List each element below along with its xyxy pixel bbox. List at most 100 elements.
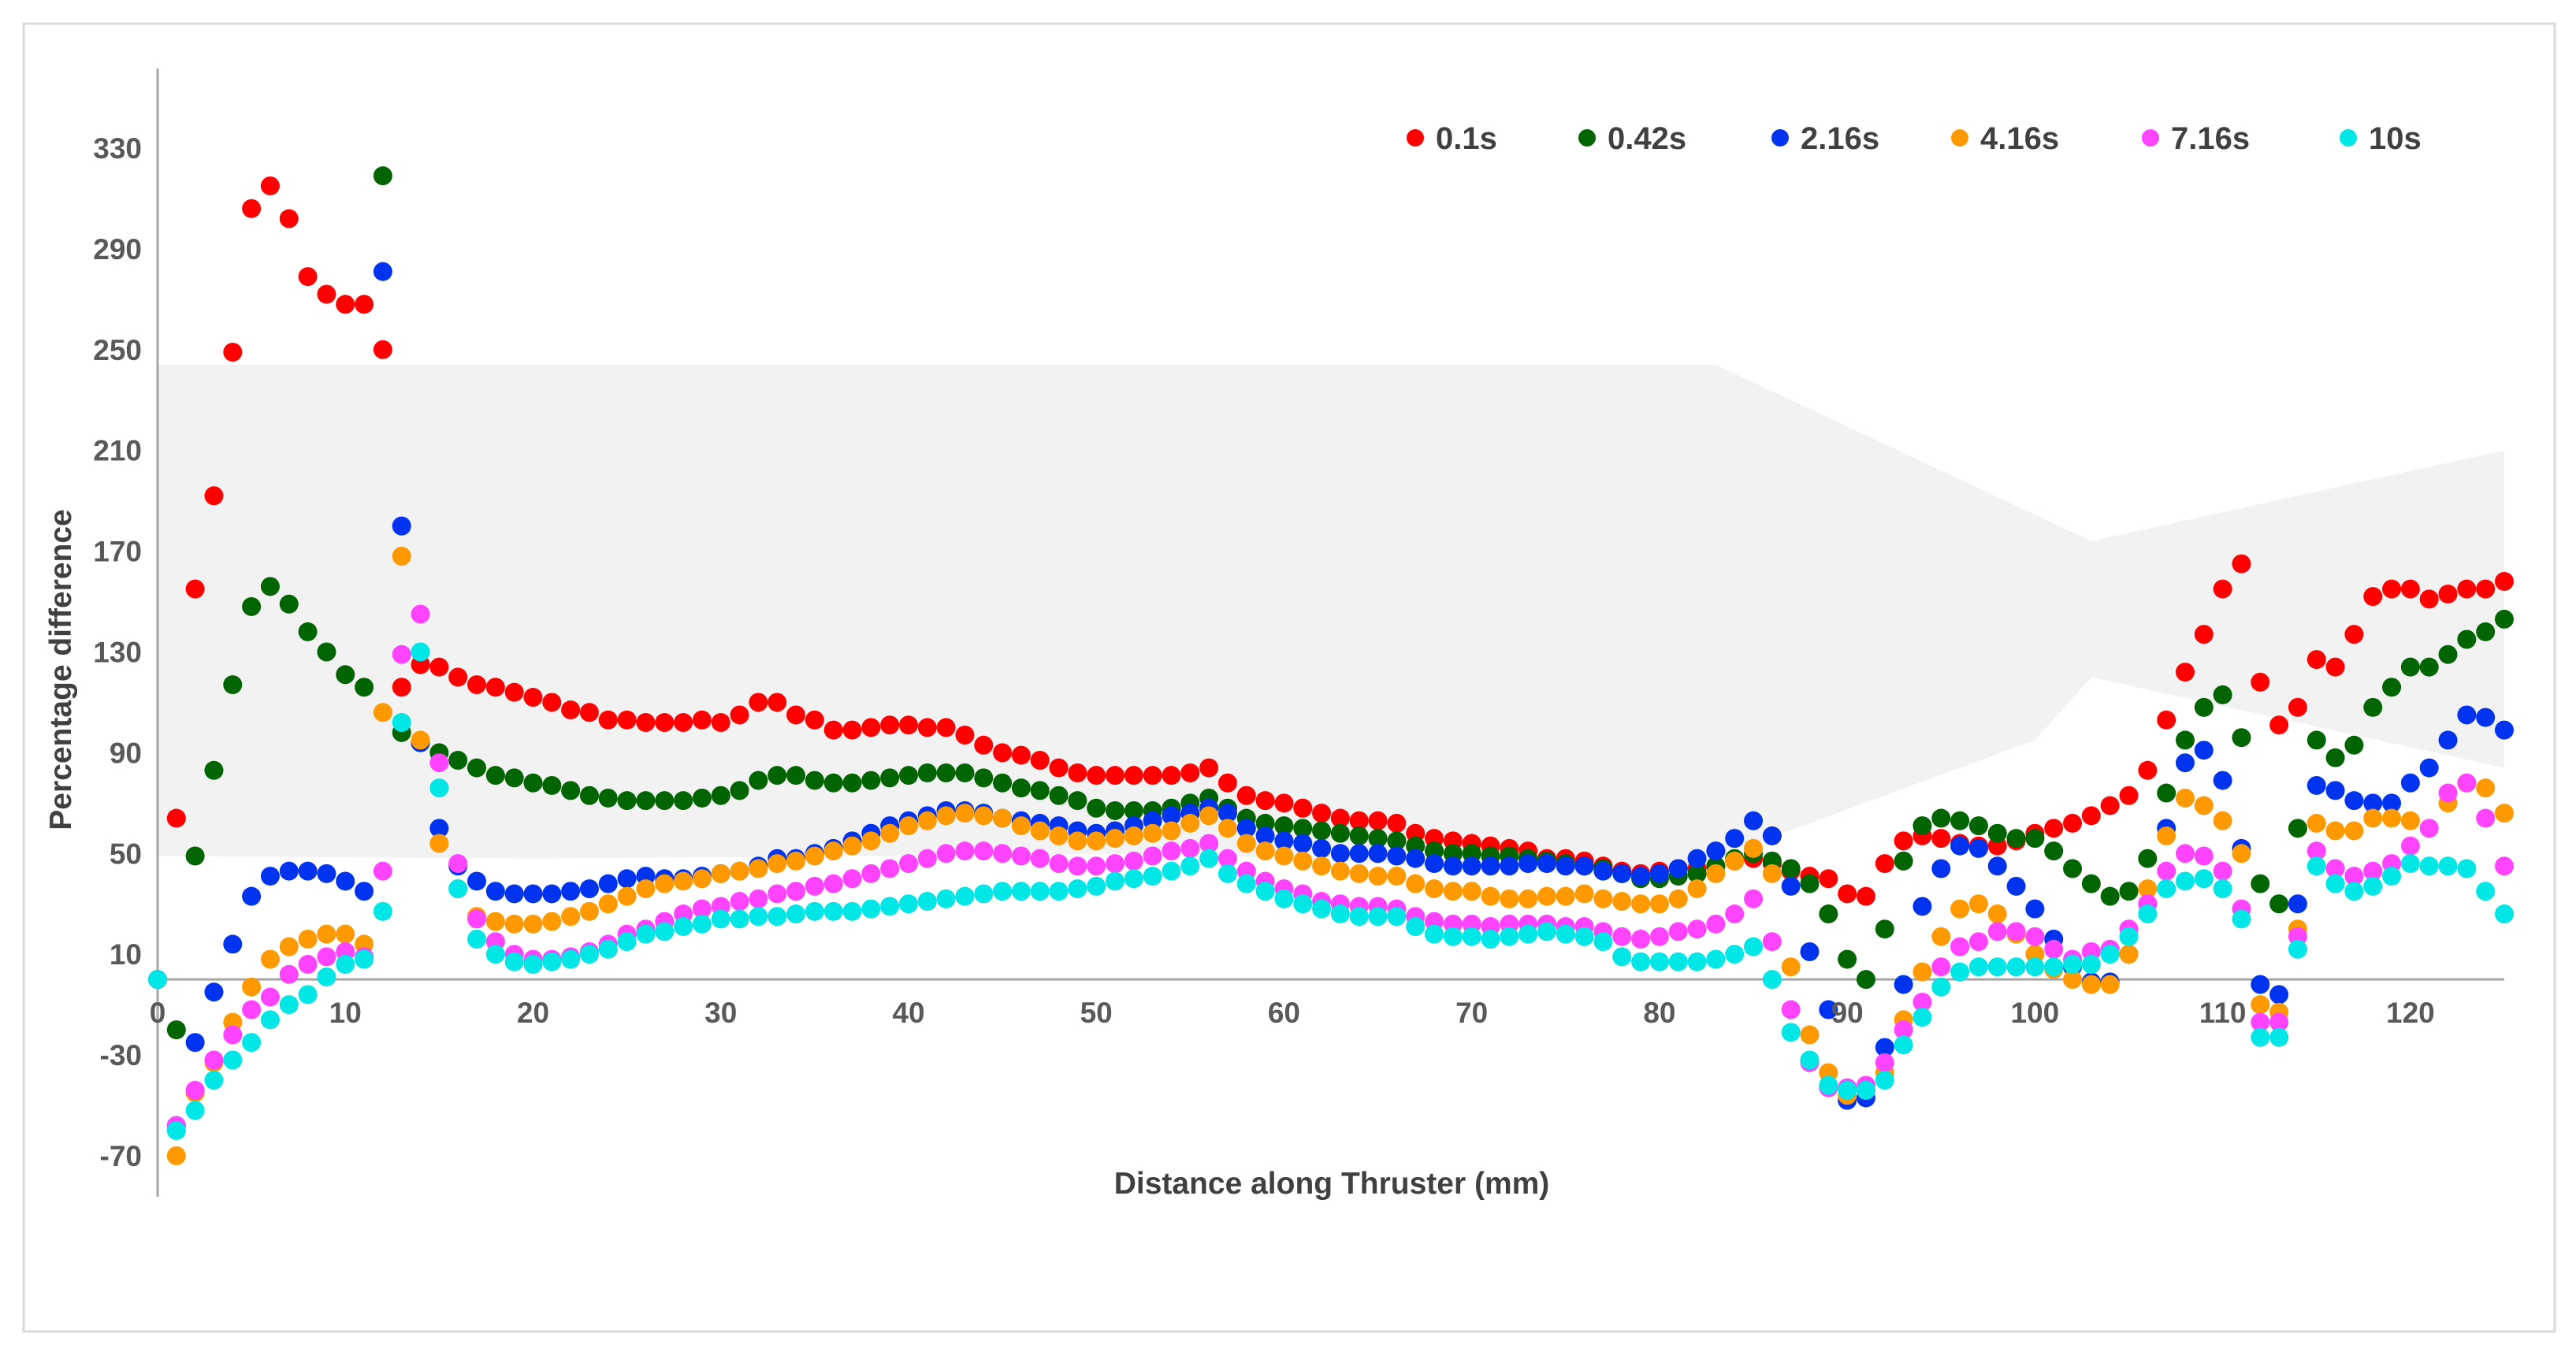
data-point <box>917 718 937 737</box>
data-point <box>1293 798 1313 818</box>
x-tick-label: 60 <box>1268 997 1300 1029</box>
data-point <box>1462 882 1481 901</box>
data-point <box>1931 957 1951 977</box>
legend-marker <box>2340 129 2357 147</box>
data-point <box>1574 856 1594 876</box>
data-point <box>204 760 224 780</box>
data-point <box>2476 808 2496 828</box>
data-point <box>2269 1027 2289 1047</box>
data-point <box>2344 867 2364 886</box>
data-point <box>1725 829 1745 849</box>
data-point <box>2006 829 2026 849</box>
data-point <box>2382 867 2402 886</box>
data-point <box>542 884 562 904</box>
data-point <box>355 295 374 314</box>
data-point <box>730 781 749 800</box>
legend-label: 10s <box>2369 121 2422 156</box>
data-point <box>1199 849 1219 868</box>
data-point <box>674 791 693 811</box>
data-point <box>1894 831 1913 851</box>
data-point <box>955 886 975 906</box>
data-point <box>730 861 749 881</box>
data-point <box>2400 836 2420 856</box>
data-point <box>1255 826 1275 845</box>
data-point <box>336 665 355 685</box>
data-point <box>1500 856 1519 876</box>
data-point <box>260 949 280 969</box>
data-point <box>1800 874 1820 893</box>
data-point <box>1725 945 1745 964</box>
data-point <box>298 985 318 1005</box>
y-tick-label: 10 <box>110 938 142 971</box>
data-point <box>2081 954 2101 974</box>
data-point <box>1349 826 1369 845</box>
data-point <box>1781 859 1801 878</box>
y-tick-label: 170 <box>93 536 142 568</box>
data-point <box>2363 876 2383 896</box>
data-point <box>485 882 505 901</box>
data-point <box>936 763 956 782</box>
data-point <box>1875 919 1894 939</box>
data-point <box>298 622 318 641</box>
data-point <box>1950 962 1970 982</box>
data-point <box>1481 856 1500 876</box>
data-point <box>1631 867 1651 886</box>
data-point <box>223 1025 243 1045</box>
data-point <box>1124 869 1143 889</box>
data-point <box>1574 884 1594 904</box>
data-point <box>2344 735 2364 755</box>
data-point <box>692 899 712 919</box>
data-point <box>1706 914 1726 934</box>
data-point <box>842 720 862 740</box>
data-point <box>166 808 186 828</box>
data-point <box>429 753 449 773</box>
data-point <box>2307 856 2326 876</box>
data-point <box>1217 804 1237 823</box>
background-band <box>158 364 2504 879</box>
data-point <box>185 1080 205 1100</box>
data-point <box>1011 778 1031 798</box>
data-point <box>1950 836 1970 856</box>
data-point <box>880 859 900 878</box>
data-point <box>1687 863 1707 883</box>
data-point <box>993 743 1013 763</box>
data-point <box>1649 927 1669 946</box>
data-point <box>373 340 392 359</box>
data-point <box>2495 904 2514 924</box>
data-point <box>204 1050 224 1070</box>
data-point <box>2382 579 2402 599</box>
data-point <box>2400 811 2420 830</box>
data-point <box>1368 867 1388 886</box>
data-point <box>504 768 524 788</box>
data-point <box>1312 838 1332 858</box>
data-point <box>1312 804 1332 823</box>
data-point <box>355 678 374 697</box>
data-point <box>2476 579 2496 599</box>
data-point <box>2325 781 2345 800</box>
data-point <box>1087 766 1106 785</box>
data-point <box>1255 791 1275 811</box>
data-point <box>392 644 411 664</box>
data-point <box>1987 922 2007 941</box>
data-point <box>1462 856 1481 876</box>
data-point <box>411 730 430 750</box>
data-point <box>336 871 355 891</box>
data-point <box>1068 831 1087 851</box>
data-point <box>2006 922 2026 941</box>
data-point <box>1987 856 2007 876</box>
data-point <box>1049 758 1069 778</box>
data-point <box>636 924 656 944</box>
data-point <box>1800 1050 1820 1070</box>
data-point <box>1236 819 1256 838</box>
data-point <box>429 819 449 838</box>
legend-marker <box>1407 129 1424 147</box>
data-point <box>1106 766 1125 785</box>
data-point <box>1856 1080 1875 1100</box>
data-point <box>1593 932 1613 952</box>
data-point <box>336 954 355 974</box>
data-point <box>1912 816 1932 836</box>
data-point <box>2251 1012 2270 1032</box>
data-point <box>2194 846 2214 866</box>
data-point <box>936 889 956 908</box>
